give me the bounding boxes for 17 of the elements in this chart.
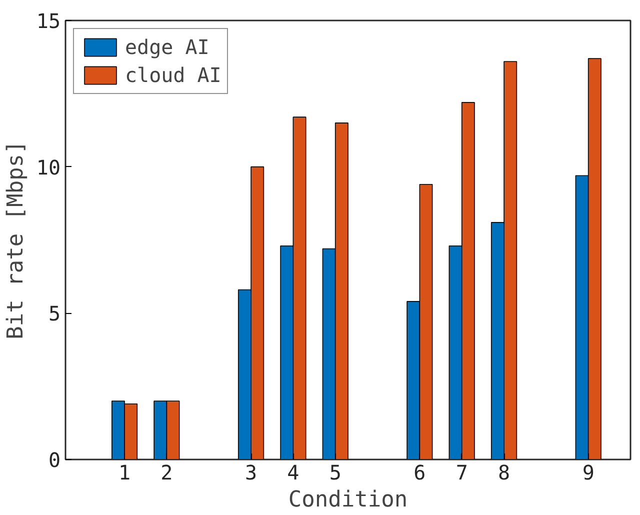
y-tick-label: 5 (48, 302, 61, 326)
x-tick-label: 1 (118, 460, 131, 484)
x-tick-label: 4 (287, 460, 300, 484)
x-tick-label: 9 (582, 460, 594, 484)
y-tick-label: 0 (48, 448, 61, 472)
x-tick-label: 2 (160, 460, 173, 484)
y-axis-title: Bit rate [Mbps] (3, 140, 28, 340)
x-axis-title: Condition (288, 488, 408, 512)
y-tick-label: 15 (36, 9, 61, 33)
x-tick-label: 3 (245, 460, 258, 484)
legend-label: cloud AI (125, 63, 222, 87)
y-tick-label: 10 (36, 155, 61, 180)
legend-label: edge AI (125, 35, 210, 59)
x-tick-label: 5 (329, 460, 342, 484)
x-tick-label: 6 (414, 460, 426, 484)
x-tick-label: 8 (498, 460, 510, 484)
x-tick-label: 7 (456, 460, 468, 484)
